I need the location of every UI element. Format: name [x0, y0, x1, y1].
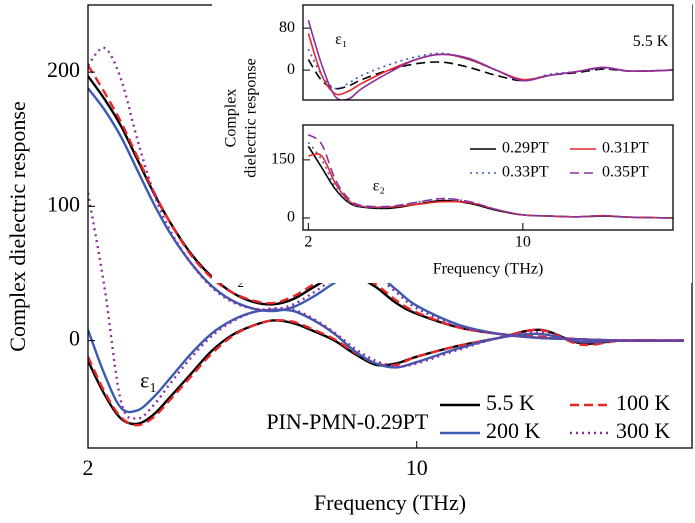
y-tick-label: 0 [287, 61, 295, 78]
x-tick-label: 2 [304, 234, 312, 251]
y-axis-label: Complex dielectric response [5, 101, 30, 351]
y-tick-label: 0 [69, 326, 80, 351]
x-tick-label: 10 [515, 234, 531, 251]
legend-label: 100 K [616, 390, 671, 415]
curve [307, 133, 673, 219]
y-axis-label: dielectric response [243, 58, 260, 178]
plot-area [307, 133, 673, 219]
annotation: PIN-PMN-0.29PT [266, 409, 429, 434]
x-axis-label: Frequency (THz) [433, 261, 544, 278]
y-axis-label: Complex [223, 89, 240, 148]
legend-label: 0.31PT [602, 140, 649, 157]
inset-background [212, 0, 692, 283]
inset-bottom: 0 150 2 10 Frequency (THz) ε₂ 0.29PT 0.31PT 0.33… [271, 124, 674, 278]
y-tick-label: 150 [271, 151, 295, 168]
plot-area [88, 46, 684, 427]
y-tick-label: 0 [287, 209, 295, 226]
plot-area [307, 19, 673, 100]
curve [307, 19, 673, 100]
x-tick-label: 2 [83, 455, 94, 480]
legend-label: 0.29PT [502, 140, 549, 157]
curve [88, 308, 684, 414]
curve [88, 46, 684, 342]
legend-label: 0.35PT [602, 164, 649, 181]
legend-label: 300 K [616, 418, 671, 443]
x-tick-label: 10 [406, 455, 428, 480]
x-axis-label: Frequency (THz) [314, 490, 466, 515]
legend-label: 200 K [486, 418, 541, 443]
annotation: ε₁ [140, 367, 157, 392]
legend-label: 0.33PT [502, 164, 549, 181]
legend-label: 5.5 K [486, 390, 535, 415]
y-tick-label: 200 [47, 57, 80, 82]
annotation: ε₁ [335, 31, 347, 48]
inset-top: 0 80 Complex dielectric response ε₁ 5.5 K [223, 4, 674, 178]
curve [307, 48, 673, 90]
annotation: 5.5 K [633, 33, 669, 50]
plot-frame [302, 4, 674, 101]
y-tick-label: 80 [279, 19, 295, 36]
y-tick-label: 100 [47, 191, 80, 216]
plot-frame [302, 124, 674, 231]
annotation: ε₂ [373, 178, 385, 195]
